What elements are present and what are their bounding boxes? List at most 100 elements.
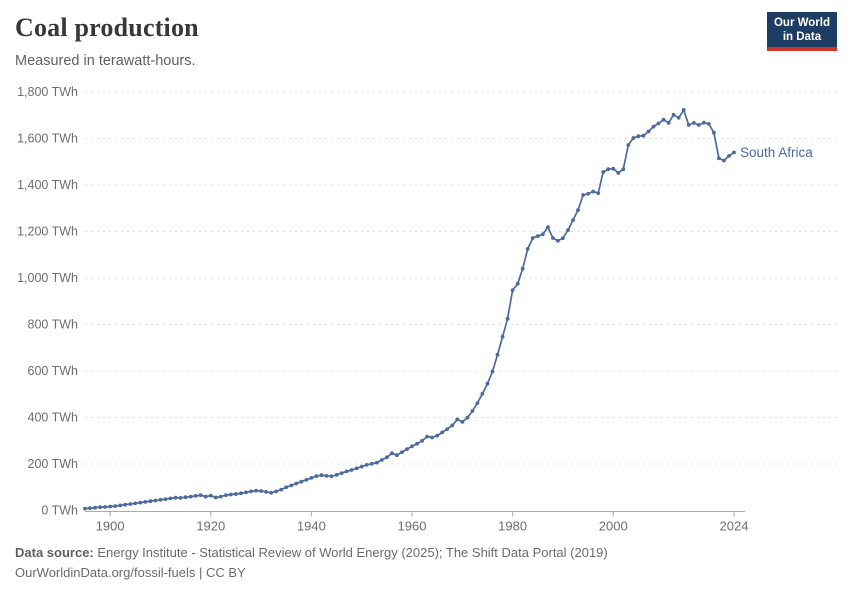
series-line[interactable] (84, 109, 735, 510)
entity-label[interactable]: South Africa (740, 145, 813, 160)
data-point (495, 352, 500, 357)
data-point (218, 494, 223, 499)
data-point (591, 189, 595, 194)
y-gridlines (85, 91, 837, 465)
owid-logo[interactable]: Our World in Data (766, 12, 837, 51)
y-tick-label: 1,600 TWh (17, 132, 78, 146)
data-point (606, 167, 611, 172)
data-point (203, 494, 208, 499)
data-point (113, 504, 118, 508)
data-point (98, 505, 102, 510)
data-point (701, 120, 706, 125)
data-point (581, 193, 585, 197)
data-point (636, 134, 641, 139)
x-tick-label: 1980 (498, 519, 527, 534)
data-point (505, 316, 510, 321)
data-point (712, 130, 716, 135)
data-point (611, 166, 616, 171)
data-point (621, 167, 626, 172)
data-point (465, 415, 470, 420)
data-point (108, 504, 113, 509)
data-point (696, 123, 701, 127)
data-point (349, 468, 354, 472)
y-tick-label: 600 TWh (28, 364, 79, 378)
data-source-text: Energy Institute - Statistical Review of… (97, 545, 608, 560)
series-points (83, 108, 736, 511)
data-point (264, 490, 268, 494)
x-tick-label: 2024 (720, 519, 749, 534)
data-point (676, 115, 681, 120)
data-point (309, 476, 314, 480)
x-axis (85, 511, 745, 517)
data-point (666, 121, 671, 125)
data-point (128, 502, 133, 506)
x-tick-label: 1900 (96, 519, 125, 534)
data-point (385, 455, 389, 460)
y-tick-label: 1,000 TWh (17, 271, 78, 285)
data-point (571, 218, 575, 223)
data-point (661, 117, 666, 122)
data-source-line: Data source: Energy Institute - Statisti… (15, 543, 608, 563)
data-point (304, 477, 309, 482)
data-point (500, 334, 505, 339)
y-tick-label: 1,200 TWh (17, 225, 78, 239)
data-point (374, 460, 379, 465)
data-point (706, 122, 711, 126)
data-point (364, 463, 369, 467)
data-point (178, 496, 183, 500)
data-point (656, 121, 661, 126)
data-point (274, 489, 279, 494)
y-axis-labels: 0 TWh 200 TWh 400 TWh 600 TWh 800 TWh 1,000 T… (17, 85, 78, 518)
data-point (566, 228, 570, 233)
data-point (546, 225, 550, 230)
owid-logo-line1: Our World (773, 17, 830, 29)
data-point (183, 495, 188, 500)
data-source-label: Data source: (15, 545, 94, 560)
data-point (641, 133, 646, 138)
data-point (460, 420, 465, 424)
license-line: OurWorldinData.org/fossil-fuels | CC BY (15, 565, 246, 580)
data-point (691, 121, 696, 125)
data-point (324, 474, 329, 478)
data-point (390, 451, 394, 456)
data-point (626, 143, 631, 147)
data-point (158, 497, 163, 502)
data-point (520, 266, 525, 271)
data-point (254, 488, 258, 493)
data-point (284, 485, 289, 490)
data-point (405, 447, 409, 451)
data-point (133, 501, 138, 506)
data-point (410, 444, 414, 449)
data-point (616, 171, 621, 175)
data-point (344, 469, 349, 474)
data-point (420, 438, 424, 443)
data-point (249, 489, 253, 494)
data-point (510, 288, 515, 292)
data-point (224, 493, 228, 498)
data-point (727, 154, 731, 158)
data-point (198, 493, 203, 498)
data-point (334, 473, 339, 477)
data-point (631, 136, 636, 140)
data-point (163, 497, 168, 501)
data-point (319, 473, 324, 478)
data-point (435, 433, 440, 438)
chart-subtitle: Measured in terawatt-hours. (15, 53, 196, 69)
data-point (299, 479, 304, 484)
data-point (123, 502, 128, 507)
data-point (450, 423, 455, 428)
data-point (596, 191, 601, 196)
data-point (551, 236, 555, 240)
x-tick-label: 1940 (297, 519, 326, 534)
data-point (525, 247, 530, 251)
data-point (148, 499, 153, 504)
data-point (138, 500, 143, 505)
data-point (485, 381, 490, 386)
data-point (717, 156, 721, 161)
data-point (279, 487, 284, 492)
data-point (490, 369, 495, 374)
data-point (83, 506, 87, 511)
data-point (395, 453, 399, 458)
